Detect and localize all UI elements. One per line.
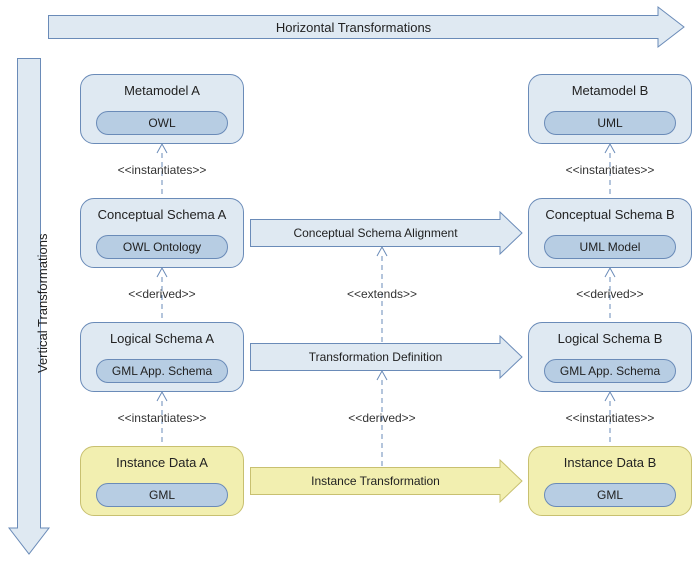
node-pill: GML App. Schema (544, 359, 676, 383)
h-arrow-csa: Conceptual Schema Alignment (250, 219, 500, 247)
axis-horizontal-label: Horizontal Transformations (276, 20, 431, 35)
node-title: Metamodel A (81, 83, 243, 98)
node-pill: GML App. Schema (96, 359, 228, 383)
node-pill: OWL Ontology (96, 235, 228, 259)
h-arrow-td: Transformation Definition (250, 343, 500, 371)
rel-left-instantiates-1: <<instantiates>> (102, 163, 222, 177)
node-title: Metamodel B (529, 83, 691, 98)
node-pill: GML (544, 483, 676, 507)
rel-left-instantiates-2: <<instantiates>> (102, 411, 222, 425)
h-arrow-it: Instance Transformation (250, 467, 500, 495)
axis-horizontal-arrow: Horizontal Transformations (48, 15, 658, 39)
node-title: Instance Data B (529, 455, 691, 470)
node-mmA: Metamodel A OWL (80, 74, 244, 144)
node-title: Conceptual Schema B (529, 207, 691, 222)
node-pill: OWL (96, 111, 228, 135)
rel-mid-derived: <<derived>> (322, 411, 442, 425)
node-lsA: Logical Schema A GML App. Schema (80, 322, 244, 392)
node-title: Logical Schema B (529, 331, 691, 346)
node-idB: Instance Data B GML (528, 446, 692, 516)
node-csB: Conceptual Schema B UML Model (528, 198, 692, 268)
node-title: Logical Schema A (81, 331, 243, 346)
rel-mid-extends: <<extends>> (322, 287, 442, 301)
node-lsB: Logical Schema B GML App. Schema (528, 322, 692, 392)
rel-right-derived: <<derived>> (550, 287, 670, 301)
h-arrow-label: Transformation Definition (309, 350, 443, 364)
node-pill: GML (96, 483, 228, 507)
h-arrow-label: Conceptual Schema Alignment (293, 226, 457, 240)
node-csA: Conceptual Schema A OWL Ontology (80, 198, 244, 268)
rel-right-instantiates-2: <<instantiates>> (550, 411, 670, 425)
h-arrow-label: Instance Transformation (311, 474, 440, 488)
node-title: Instance Data A (81, 455, 243, 470)
node-pill: UML (544, 111, 676, 135)
node-pill: UML Model (544, 235, 676, 259)
rel-left-derived: <<derived>> (102, 287, 222, 301)
node-mmB: Metamodel B UML (528, 74, 692, 144)
rel-right-instantiates-1: <<instantiates>> (550, 163, 670, 177)
node-idA: Instance Data A GML (80, 446, 244, 516)
axis-vertical-label: Vertical Transformations (35, 234, 50, 373)
node-title: Conceptual Schema A (81, 207, 243, 222)
